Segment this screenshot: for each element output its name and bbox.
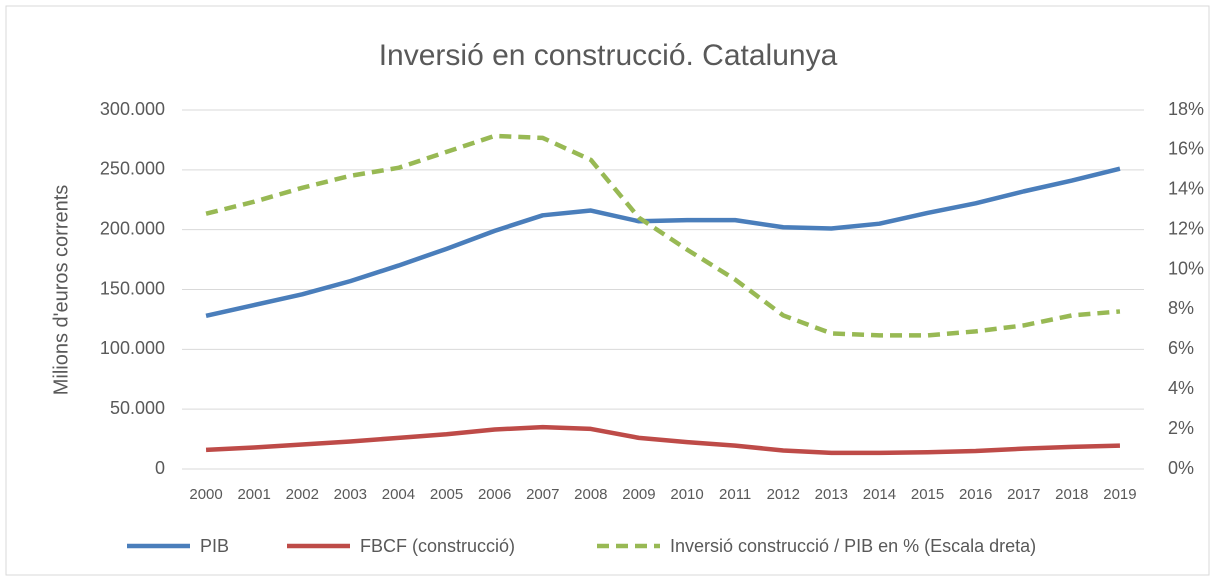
x-tick-label: 2008 — [574, 486, 607, 503]
y-tick-label: 250.000 — [100, 159, 165, 179]
legend-label: PIB — [200, 536, 229, 556]
x-tick-label: 2010 — [670, 486, 703, 503]
line-series — [205, 166, 1121, 319]
y2-tick-label: 10% — [1168, 258, 1204, 278]
x-tick-label: 2017 — [1007, 486, 1040, 503]
x-tick-label: 2013 — [815, 486, 848, 503]
y2-tick-label: 0% — [1168, 458, 1194, 478]
y-tick-label: 150.000 — [100, 278, 165, 298]
y2-tick-label: 18% — [1168, 99, 1204, 119]
y-axis-label: Milions d'euros corrents — [50, 185, 72, 396]
x-tick-label: 2001 — [237, 486, 270, 503]
x-tick-label: 2009 — [622, 486, 655, 503]
legend-label: FBCF (construcció) — [360, 536, 515, 556]
x-tick-label: 2019 — [1103, 486, 1136, 503]
x-tick-label: 2002 — [286, 486, 319, 503]
y2-tick-label: 14% — [1168, 179, 1204, 199]
x-tick-label: 2003 — [334, 486, 367, 503]
chart-border — [5, 5, 1210, 576]
x-tick-label: 2018 — [1055, 486, 1088, 503]
x-tick-label: 2012 — [767, 486, 800, 503]
y-tick-label: 100.000 — [100, 338, 165, 358]
y-tick-label: 300.000 — [100, 99, 165, 119]
x-tick-label: 2016 — [959, 486, 992, 503]
y2-tick-label: 6% — [1168, 338, 1194, 358]
x-tick-label: 2004 — [382, 486, 415, 503]
x-tick-label: 2006 — [478, 486, 511, 503]
y-tick-label: 0 — [155, 458, 165, 478]
legend-label: Inversió construcció / PIB en % (Escala … — [670, 536, 1036, 556]
x-tick-label: 2011 — [719, 486, 751, 503]
y2-tick-label: 2% — [1168, 418, 1194, 438]
x-tick-label: 2015 — [911, 486, 944, 503]
line-series — [205, 424, 1121, 456]
line-series — [205, 133, 1121, 338]
x-tick-label: 2007 — [526, 486, 559, 503]
x-tick-label: 2000 — [189, 486, 222, 503]
y2-tick-label: 4% — [1168, 378, 1194, 398]
y-tick-label: 200.000 — [100, 218, 165, 238]
y2-tick-label: 16% — [1168, 139, 1204, 159]
chart-title: Inversió en construcció. Catalunya — [379, 39, 838, 72]
x-tick-label: 2005 — [430, 486, 463, 503]
x-tick-label: 2014 — [863, 486, 896, 503]
y2-tick-label: 8% — [1168, 298, 1194, 318]
y-tick-label: 50.000 — [110, 398, 165, 418]
y2-tick-label: 12% — [1168, 218, 1204, 238]
